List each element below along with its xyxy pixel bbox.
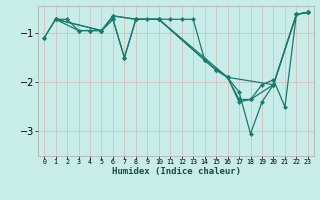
X-axis label: Humidex (Indice chaleur): Humidex (Indice chaleur) [111, 167, 241, 176]
